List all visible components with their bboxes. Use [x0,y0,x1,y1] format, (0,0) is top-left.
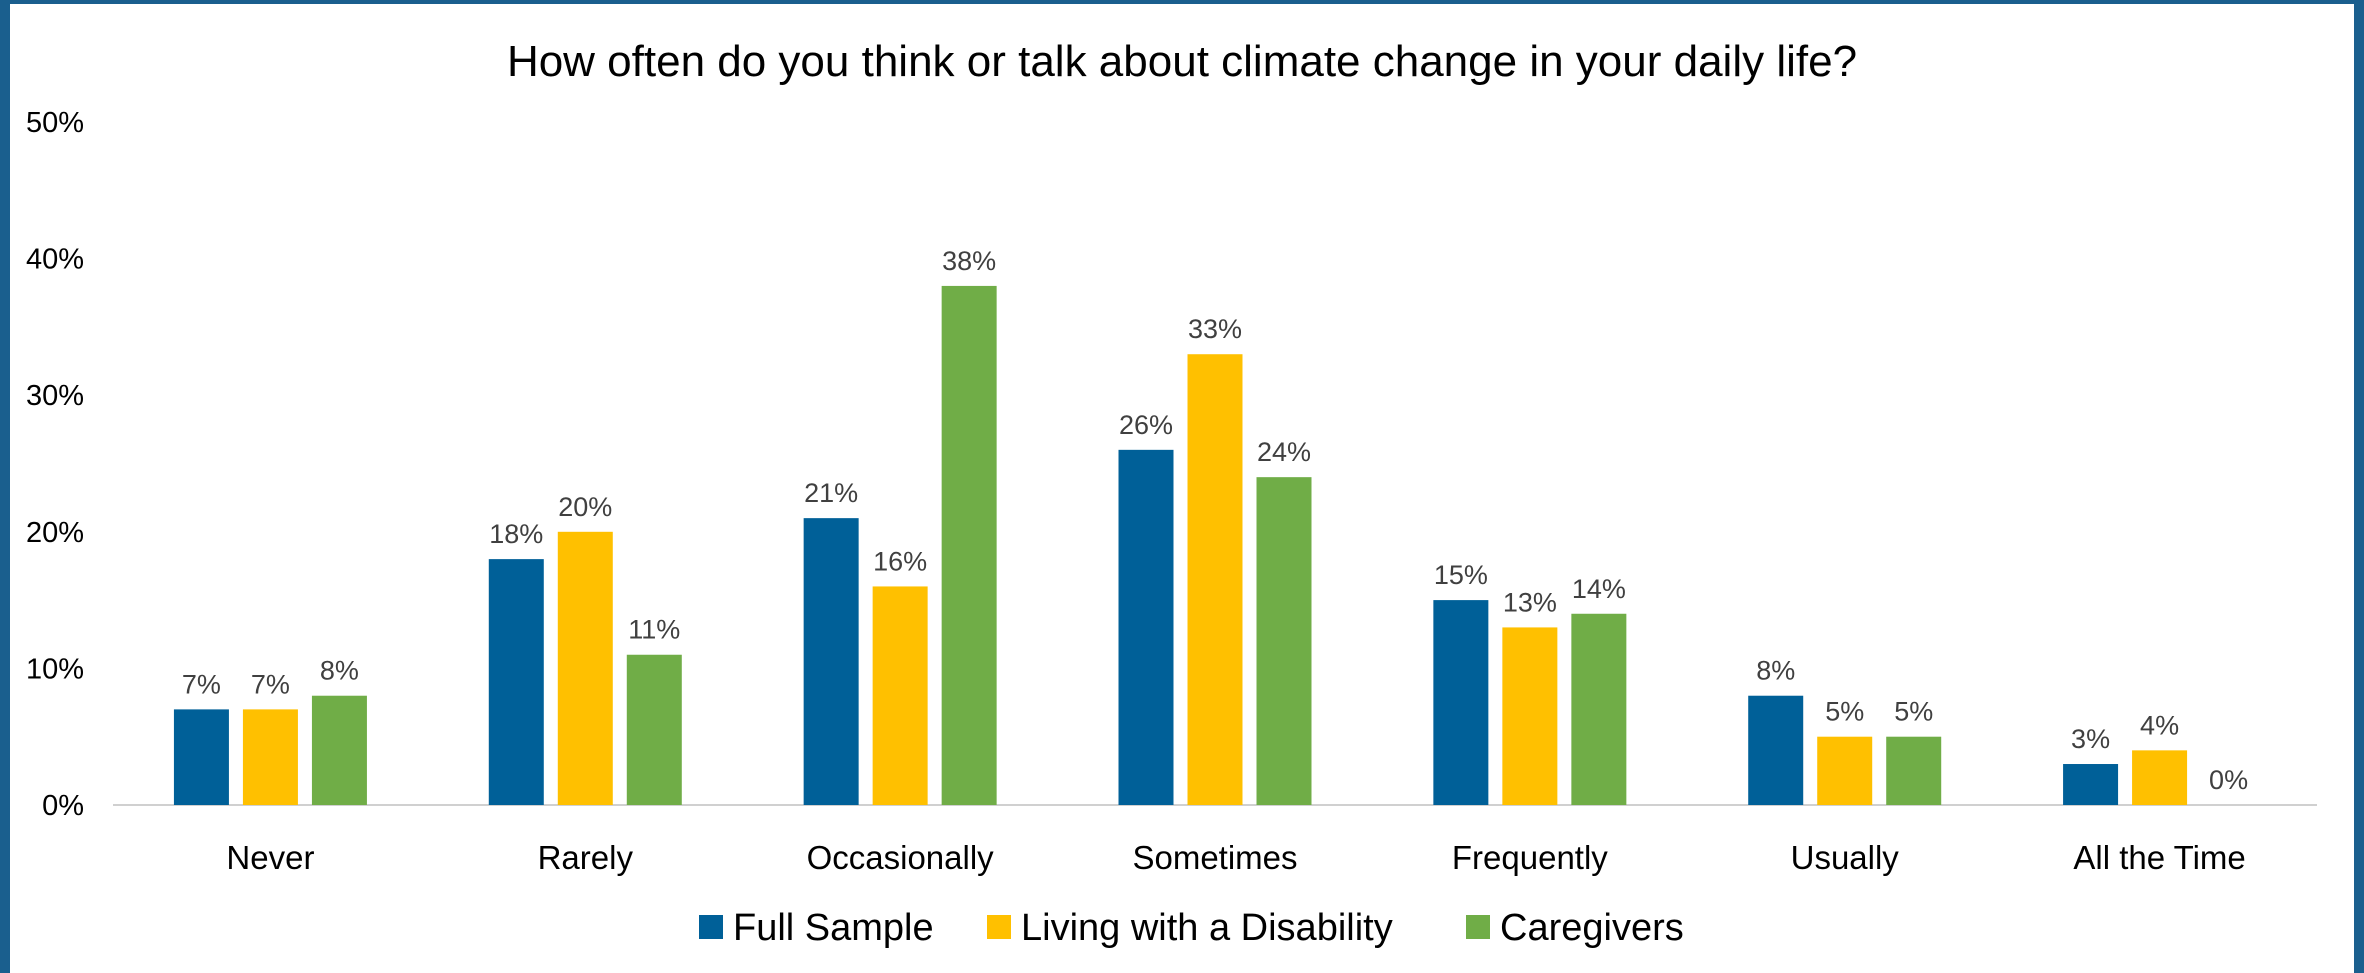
category-label: Occasionally [807,839,995,876]
bar-chart: How often do you think or talk about cli… [26,37,2317,949]
data-label: 15% [1434,560,1488,590]
legend: Full Sample Living with a Disability Careg… [699,907,1684,949]
y-tick-label: 40% [26,244,84,276]
y-axis: 0% 10% 20% 30% 40% 50% [26,107,84,822]
data-label: 13% [1503,587,1557,617]
bar [872,586,928,805]
y-tick-label: 30% [26,380,84,412]
data-label: 7% [182,669,221,699]
data-label: 7% [251,669,290,699]
bar [173,709,229,805]
y-tick-label: 50% [26,107,84,139]
bar [1256,477,1312,805]
bar [1817,736,1873,805]
bar [1502,627,1558,805]
category-label: Never [226,839,314,876]
chart-frame: How often do you think or talk about cli… [10,4,2354,973]
data-label: 11% [628,615,680,645]
y-tick-label: 0% [42,790,84,822]
category-label: Sometimes [1132,839,1297,876]
data-label: 5% [1825,697,1864,727]
data-label: 16% [873,546,927,576]
bars: 7% 7% 8% 18% 20% 11% 21% 16% 38% 26% 33% 24% 15% 13% 1… [173,246,2248,805]
category-label: Usually [1791,839,1900,876]
data-label: 4% [2140,710,2179,740]
data-label: 8% [1756,656,1795,686]
legend-label: Full Sample [733,907,934,949]
bar [1886,736,1942,805]
y-tick-label: 20% [26,517,84,549]
bar [557,531,613,805]
bar [1571,613,1627,805]
legend-swatch [699,915,723,939]
bar [1748,695,1804,805]
x-axis: Never Rarely Occasionally Sometimes Frequent… [226,839,2245,876]
data-label: 26% [1119,410,1173,440]
data-label: 20% [558,492,612,522]
data-label: 8% [320,656,359,686]
bar [242,709,298,805]
bar [311,695,367,805]
data-label: 18% [489,519,543,549]
data-label: 24% [1257,437,1311,467]
data-label: 14% [1572,574,1626,604]
legend-label: Living with a Disability [1021,907,1393,949]
data-label: 38% [942,246,996,276]
bar [488,559,544,805]
legend-swatch [987,915,1011,939]
category-label: Frequently [1452,839,1608,876]
bar [941,285,997,805]
chart-title: How often do you think or talk about cli… [507,37,1857,86]
bar [626,654,682,805]
legend-swatch [1466,915,1490,939]
legend-label: Caregivers [1500,907,1684,949]
bar [1187,354,1243,805]
data-label: 21% [804,478,858,508]
bar [1433,600,1489,805]
bar [1118,449,1174,805]
category-label: All the Time [2073,839,2245,876]
category-label: Rarely [538,839,634,876]
data-label: 3% [2071,724,2110,754]
bar [803,518,859,805]
data-label: 5% [1894,697,1933,727]
bar [2132,750,2188,805]
data-label: 33% [1188,314,1242,344]
y-tick-label: 10% [26,653,84,685]
bar [2063,764,2119,805]
data-label: 0% [2209,765,2248,795]
